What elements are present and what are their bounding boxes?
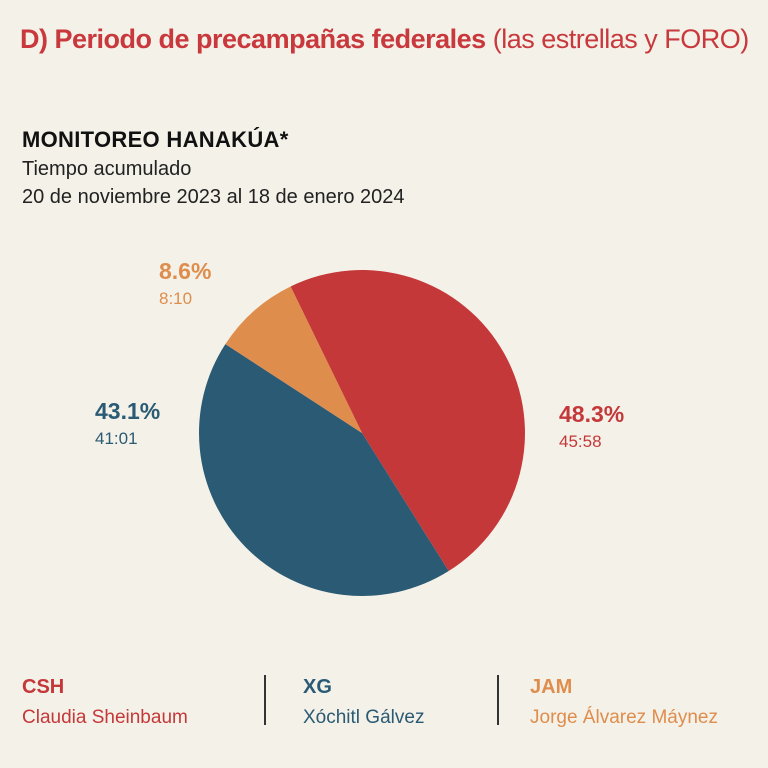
legend-code-xg: XG [303, 676, 332, 698]
legend-item-xg: XG Xóchitl Gálvez [303, 676, 424, 729]
legend-name-csh: Claudia Sheinbaum [22, 707, 188, 728]
slice-time-jam: 8:10 [159, 289, 193, 308]
slice-percent-jam: 8.6% [159, 258, 212, 284]
chart-subtitle-line1: Tiempo acumulado [22, 158, 192, 180]
legend-code-csh: CSH [22, 676, 65, 698]
pie-slice-jam [225, 286, 362, 433]
legend-divider [264, 675, 266, 725]
slice-time-xg: 41:01 [95, 429, 138, 448]
pie-slice-xg [199, 344, 449, 597]
legend-item-jam: JAM Jorge Álvarez Máynez [530, 676, 718, 729]
legend-name-jam: Jorge Álvarez Máynez [530, 707, 718, 728]
chart-title: MONITOREO HANAKÚA* [22, 127, 289, 152]
slice-percent-csh: 48.3% [559, 401, 625, 427]
legend-code-jam: JAM [530, 676, 573, 698]
slice-label-xg: 43.1% 41:01 [95, 398, 160, 449]
header-bold-text: D) Periodo de precampañas federales [20, 24, 486, 54]
slice-percent-xg: 43.1% [95, 398, 161, 424]
legend-name-xg: Xóchitl Gálvez [303, 707, 425, 728]
slice-label-jam: 8.6% 8:10 [159, 258, 211, 309]
legend-divider [497, 675, 499, 725]
chart-subtitle-line2: 20 de noviembre 2023 al 18 de enero 2024 [22, 186, 405, 208]
slice-label-csh: 48.3% 45:58 [559, 401, 624, 452]
page-header: D) Periodo de precampañas federales (las… [20, 24, 749, 55]
header-light-text: (las estrellas y FORO) [492, 24, 750, 54]
pie-slice-csh [290, 270, 525, 572]
slice-time-csh: 45:58 [559, 432, 602, 451]
legend-item-csh: CSH Claudia Sheinbaum [22, 676, 188, 729]
